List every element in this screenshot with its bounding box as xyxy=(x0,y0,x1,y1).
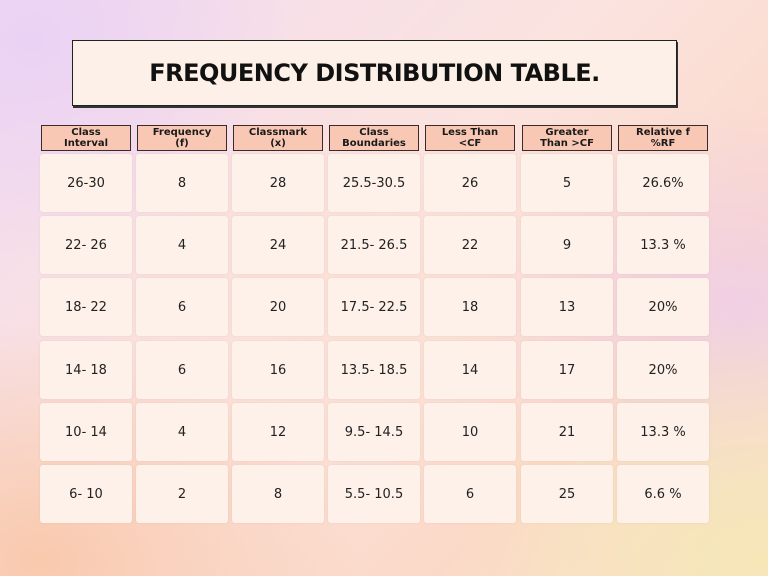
cell-greater-than-cf: 5 xyxy=(521,154,613,212)
cell-classmark: 28 xyxy=(232,154,324,212)
cell-class-boundaries: 13.5- 18.5 xyxy=(328,341,420,399)
cell-class-interval: 10- 14 xyxy=(40,403,132,461)
cell-less-than-cf: 18 xyxy=(424,278,516,336)
column-header-class-boundaries: Class Boundaries xyxy=(329,125,419,151)
column-header-line: Class xyxy=(71,127,101,138)
column-header-line: Frequency xyxy=(152,127,212,138)
cell-classmark: 8 xyxy=(232,465,324,523)
column-header-line: Boundaries xyxy=(342,138,406,149)
cell-less-than-cf: 26 xyxy=(424,154,516,212)
cell-less-than-cf: 10 xyxy=(424,403,516,461)
column-header-line: (x) xyxy=(270,138,286,149)
column-header-line: Than >CF xyxy=(540,138,594,149)
page-title: FREQUENCY DISTRIBUTION TABLE. xyxy=(149,59,600,87)
cell-frequency: 4 xyxy=(136,216,228,274)
column-header-line: Greater xyxy=(545,127,589,138)
column-header-line: (f) xyxy=(175,138,189,149)
cell-frequency: 4 xyxy=(136,403,228,461)
column-header-line: Class xyxy=(359,127,389,138)
cell-class-boundaries: 17.5- 22.5 xyxy=(328,278,420,336)
cell-less-than-cf: 6 xyxy=(424,465,516,523)
column-header-line: <CF xyxy=(458,138,482,149)
column-header-line: Classmark xyxy=(248,127,308,138)
cell-frequency: 8 xyxy=(136,154,228,212)
cell-class-interval: 22- 26 xyxy=(40,216,132,274)
column-header-line: %RF xyxy=(650,138,676,149)
column-header-line: Interval xyxy=(63,138,109,149)
cell-classmark: 24 xyxy=(232,216,324,274)
frequency-table: Class Interval Frequency (f) Classmark (x) Cla… xyxy=(40,125,711,525)
cell-less-than-cf: 14 xyxy=(424,341,516,399)
cell-greater-than-cf: 21 xyxy=(521,403,613,461)
column-header-line: Relative f xyxy=(636,127,690,138)
column-header-less-than-cf: Less Than <CF xyxy=(425,125,515,151)
column-header-relative-frequency: Relative f %RF xyxy=(618,125,708,151)
cell-frequency: 2 xyxy=(136,465,228,523)
cell-class-boundaries: 9.5- 14.5 xyxy=(328,403,420,461)
cell-classmark: 20 xyxy=(232,278,324,336)
cell-class-boundaries: 25.5-30.5 xyxy=(328,154,420,212)
cell-relative-frequency: 13.3 % xyxy=(617,403,709,461)
cell-class-interval: 26-30 xyxy=(40,154,132,212)
cell-greater-than-cf: 9 xyxy=(521,216,613,274)
cell-relative-frequency: 13.3 % xyxy=(617,216,709,274)
cell-less-than-cf: 22 xyxy=(424,216,516,274)
cell-greater-than-cf: 13 xyxy=(521,278,613,336)
cell-frequency: 6 xyxy=(136,278,228,336)
cell-class-boundaries: 5.5- 10.5 xyxy=(328,465,420,523)
cell-greater-than-cf: 17 xyxy=(521,341,613,399)
cell-classmark: 16 xyxy=(232,341,324,399)
cell-greater-than-cf: 25 xyxy=(521,465,613,523)
column-header-class-interval: Class Interval xyxy=(41,125,131,151)
cell-classmark: 12 xyxy=(232,403,324,461)
cell-relative-frequency: 20% xyxy=(617,278,709,336)
cell-frequency: 6 xyxy=(136,341,228,399)
cell-class-interval: 14- 18 xyxy=(40,341,132,399)
cell-class-boundaries: 21.5- 26.5 xyxy=(328,216,420,274)
cell-class-interval: 6- 10 xyxy=(40,465,132,523)
cell-relative-frequency: 6.6 % xyxy=(617,465,709,523)
title-box: FREQUENCY DISTRIBUTION TABLE. xyxy=(72,40,677,106)
column-header-classmark: Classmark (x) xyxy=(233,125,323,151)
cell-relative-frequency: 26.6% xyxy=(617,154,709,212)
column-header-greater-than-cf: Greater Than >CF xyxy=(522,125,612,151)
column-header-frequency: Frequency (f) xyxy=(137,125,227,151)
cell-relative-frequency: 20% xyxy=(617,341,709,399)
cell-class-interval: 18- 22 xyxy=(40,278,132,336)
column-header-line: Less Than xyxy=(441,127,499,138)
